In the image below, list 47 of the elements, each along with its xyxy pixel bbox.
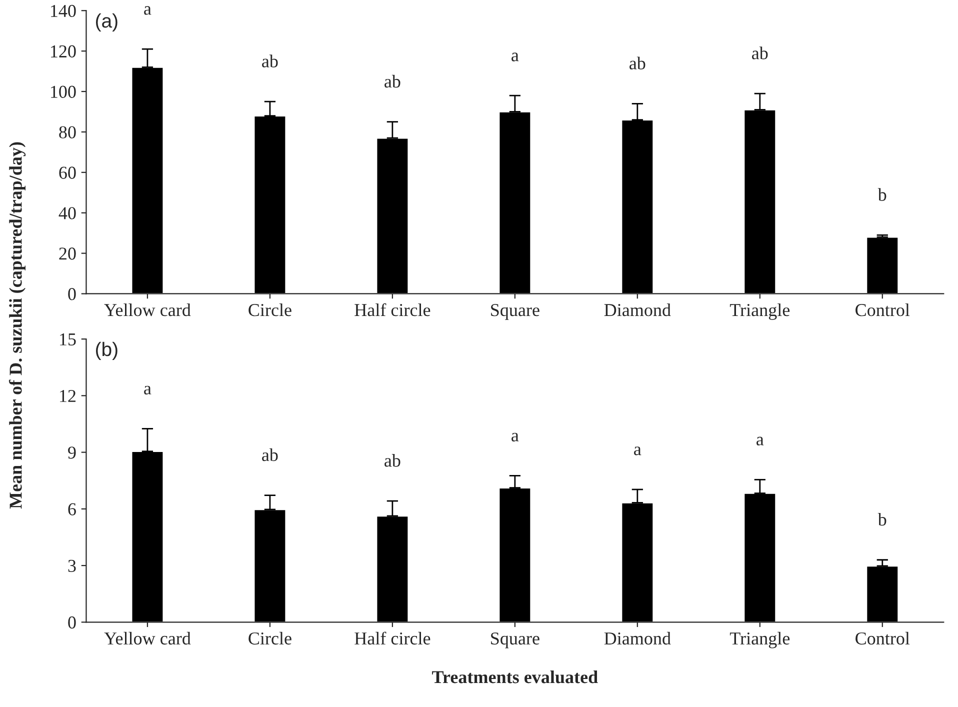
annotation: (b) [96, 342, 118, 360]
annotation: ab [384, 454, 400, 467]
annotation: b [878, 188, 886, 201]
bar [866, 236, 900, 294]
annotation: ab [752, 46, 768, 60]
annotation: (a) [96, 13, 118, 32]
annotation: a [634, 446, 642, 456]
y-tick-label: 100 [51, 86, 76, 98]
annotation: ab [262, 54, 278, 68]
x-tick-label: Half circle [354, 632, 430, 645]
y-tick-label: 9 [68, 446, 76, 459]
y-tick-label: 6 [68, 503, 76, 516]
x-tick-label: Diamond [604, 632, 671, 645]
y-tick-label: 60 [59, 166, 76, 179]
annotation: ab [630, 56, 646, 70]
y-tick-label: 120 [51, 45, 76, 58]
x-tick-label: Square [491, 632, 540, 648]
x-tick-label: Half circle [354, 303, 430, 316]
x-tick-label: Circle [248, 303, 292, 316]
x-tick-label: Control [856, 632, 910, 645]
y-tick-label: 140 [51, 4, 76, 18]
annotation: ab [384, 74, 400, 88]
y-axis-title: Mean number of D. suzukii (captured/trap/day) [8, 142, 26, 509]
y-tick-label: 12 [60, 390, 76, 402]
annotation: a [512, 52, 519, 62]
x-axis-title: Treatments evaluated [432, 670, 598, 684]
y-tick-label: 3 [68, 560, 76, 572]
annotation: b [878, 512, 886, 526]
y-tick-label: 0 [68, 288, 76, 300]
y-tick-label: 40 [58, 207, 76, 220]
y-tick-label: 15 [60, 333, 76, 346]
annotation: ab [262, 448, 278, 462]
annotation: a [756, 436, 764, 446]
y-tick-label: 20 [59, 248, 76, 260]
annotation: a [144, 6, 152, 15]
x-tick-label: Triangle [730, 632, 790, 648]
annotation: a [512, 432, 519, 442]
x-tick-label: Square [491, 304, 540, 320]
annotation: a [144, 386, 152, 394]
y-tick-label: 0 [68, 616, 76, 629]
x-tick-label: Circle [248, 632, 292, 645]
x-tick-label: Control [856, 303, 910, 316]
x-tick-label: Triangle [730, 303, 790, 320]
y-tick-label: 80 [59, 126, 76, 138]
x-tick-label: Yellow card [104, 303, 191, 316]
x-tick-label: Yellow card [104, 632, 191, 645]
x-tick-label: Diamond [604, 303, 671, 316]
